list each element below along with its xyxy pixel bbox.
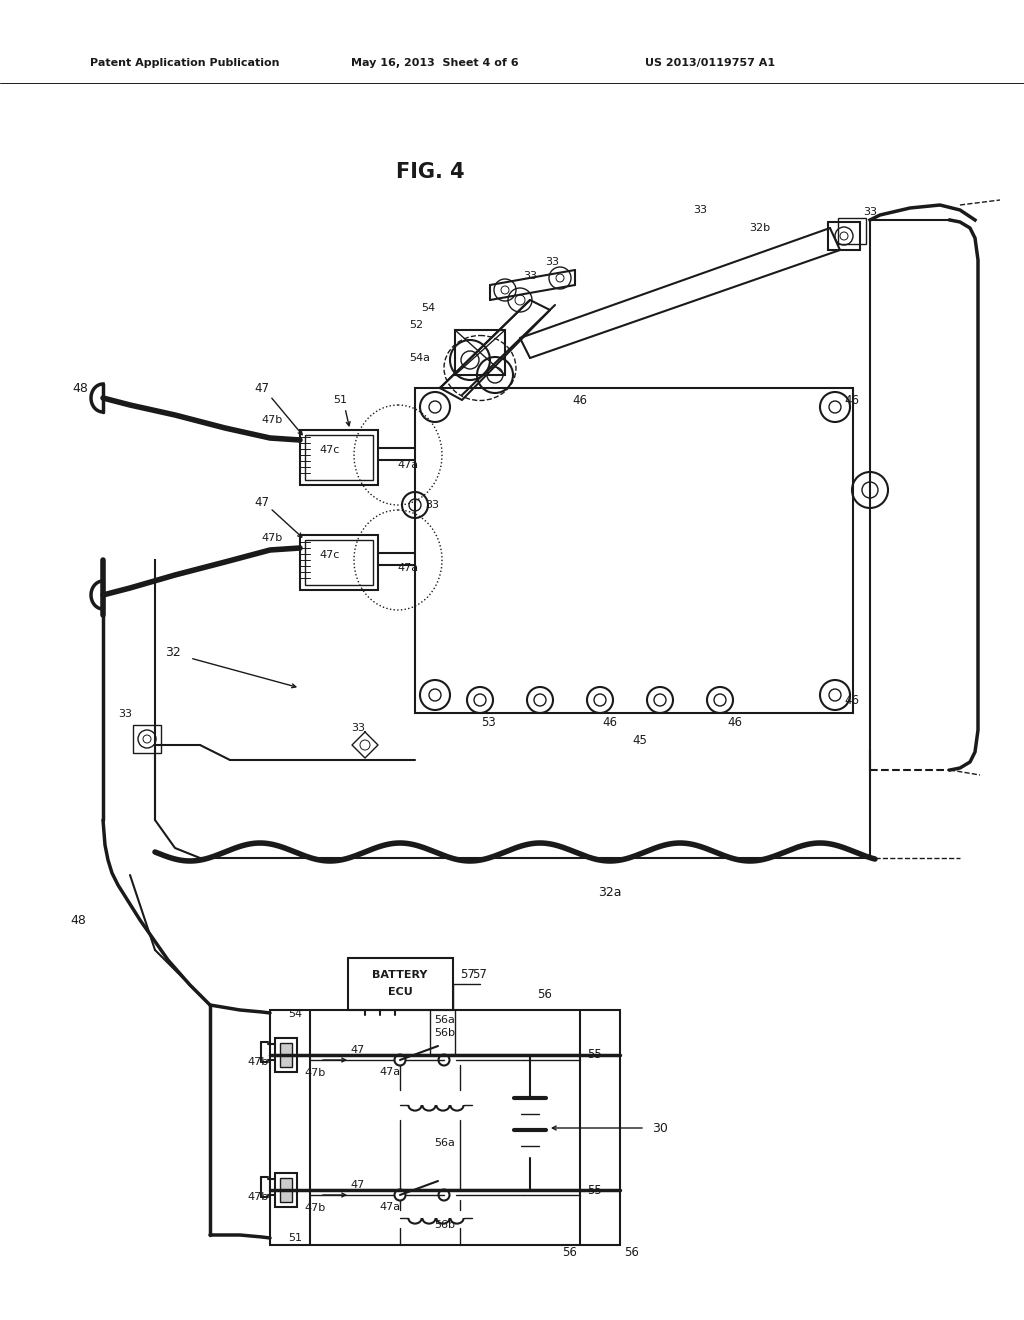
Bar: [300, 535, 378, 590]
Text: 33: 33: [523, 271, 537, 281]
Text: 47b: 47b: [248, 1057, 268, 1067]
Bar: [280, 1043, 292, 1067]
Bar: [305, 540, 373, 585]
Text: 54: 54: [288, 1008, 302, 1019]
Text: 32: 32: [165, 645, 181, 659]
Text: 47: 47: [255, 381, 269, 395]
Bar: [305, 436, 373, 480]
Bar: [455, 330, 505, 375]
Text: 33: 33: [425, 500, 439, 510]
Text: 47: 47: [255, 495, 269, 508]
Text: 47b: 47b: [248, 1192, 268, 1203]
Text: 56b: 56b: [434, 1028, 456, 1038]
Text: 47: 47: [351, 1180, 366, 1191]
Text: 56a: 56a: [434, 1138, 456, 1148]
Bar: [415, 388, 853, 713]
Text: 32a: 32a: [598, 886, 622, 899]
Text: 48: 48: [70, 913, 86, 927]
Text: ECU: ECU: [388, 987, 413, 997]
Text: 47c: 47c: [319, 550, 340, 560]
Text: 51: 51: [288, 1233, 302, 1243]
Text: 33: 33: [545, 257, 559, 267]
Text: 46: 46: [602, 715, 617, 729]
Text: 45: 45: [633, 734, 647, 747]
Text: 47a: 47a: [397, 564, 419, 573]
Bar: [280, 1177, 292, 1203]
Text: 46: 46: [845, 393, 859, 407]
Text: 56b: 56b: [434, 1220, 456, 1230]
Text: 33: 33: [863, 207, 877, 216]
Bar: [828, 222, 860, 249]
Text: 33: 33: [351, 723, 365, 733]
Text: 47a: 47a: [397, 459, 419, 470]
Bar: [275, 1173, 297, 1206]
Bar: [838, 218, 866, 244]
Text: 46: 46: [727, 715, 742, 729]
Text: 47b: 47b: [304, 1068, 326, 1078]
Text: 47b: 47b: [261, 414, 283, 425]
Text: 51: 51: [333, 395, 347, 405]
Text: US 2013/0119757 A1: US 2013/0119757 A1: [645, 58, 775, 69]
Text: 56: 56: [562, 1246, 578, 1258]
Text: 33: 33: [693, 205, 707, 215]
Bar: [348, 958, 453, 1010]
Bar: [270, 1010, 620, 1245]
Bar: [300, 430, 378, 484]
Text: May 16, 2013  Sheet 4 of 6: May 16, 2013 Sheet 4 of 6: [351, 58, 519, 69]
Text: Patent Application Publication: Patent Application Publication: [90, 58, 280, 69]
Text: 57: 57: [461, 969, 475, 982]
Text: 54: 54: [421, 304, 435, 313]
Text: 55: 55: [588, 1048, 602, 1061]
Bar: [275, 1038, 297, 1072]
Text: 46: 46: [845, 693, 859, 706]
Text: 54a: 54a: [410, 352, 430, 363]
Text: 55: 55: [588, 1184, 602, 1196]
Text: 52: 52: [409, 319, 423, 330]
Text: 47b: 47b: [304, 1203, 326, 1213]
Text: 48: 48: [72, 381, 88, 395]
Text: 32b: 32b: [750, 223, 771, 234]
Text: 47b: 47b: [261, 533, 283, 543]
Text: 56a: 56a: [434, 1015, 456, 1026]
Text: 47a: 47a: [380, 1203, 400, 1212]
Text: BATTERY: BATTERY: [373, 970, 428, 979]
Text: 33: 33: [118, 709, 132, 719]
Text: 56: 56: [625, 1246, 639, 1258]
Text: FIG. 4: FIG. 4: [395, 162, 464, 182]
Bar: [133, 725, 161, 752]
Text: 46: 46: [572, 393, 588, 407]
Text: 57: 57: [472, 969, 487, 982]
Text: 47: 47: [351, 1045, 366, 1055]
Text: 47c: 47c: [319, 445, 340, 455]
Text: 47a: 47a: [380, 1067, 400, 1077]
Text: 56: 56: [538, 989, 552, 1002]
Text: 30: 30: [652, 1122, 668, 1134]
Text: 53: 53: [480, 715, 496, 729]
